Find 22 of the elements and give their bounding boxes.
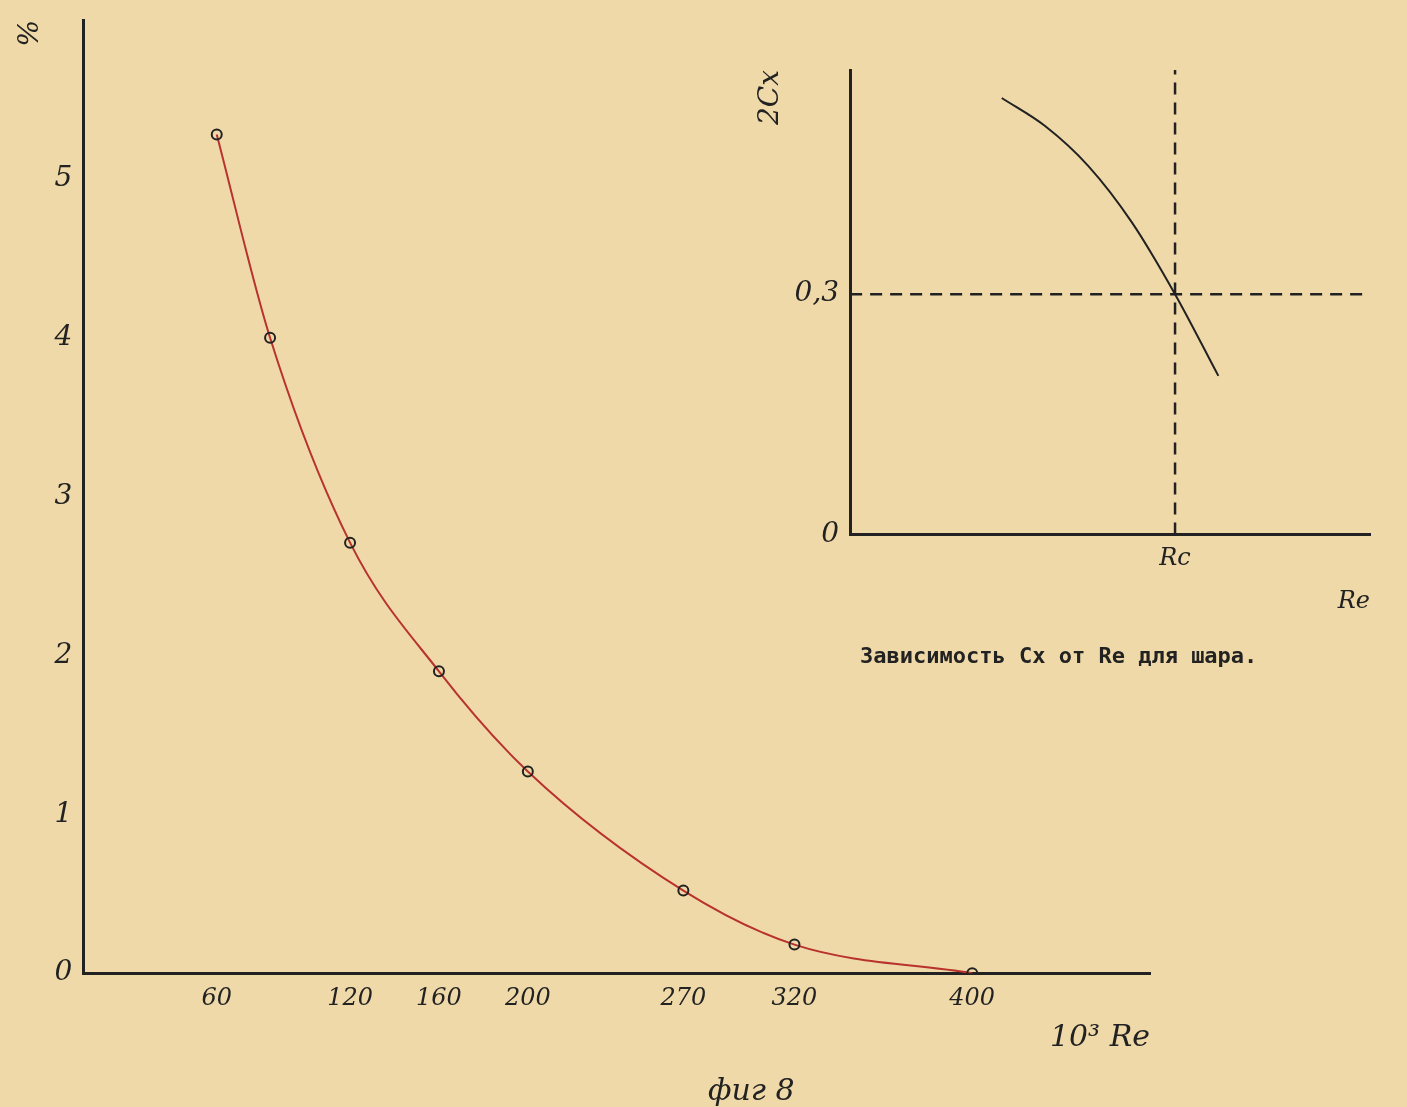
x-axis-title: Re xyxy=(1336,585,1370,614)
x-tick-label: 200 xyxy=(503,982,551,1011)
y-tick-label: 0 xyxy=(821,515,840,549)
x-tick-label: 400 xyxy=(948,982,996,1011)
y-axis-title: % xyxy=(12,20,46,47)
text: фиг 8 xyxy=(708,1072,795,1107)
y-tick-label: 2 xyxy=(53,636,73,670)
y-axis-title: 2Cx xyxy=(752,69,786,127)
x-axis-title: 10³ Re xyxy=(1049,1017,1150,1053)
x-tick-label: 160 xyxy=(416,982,462,1011)
x-tick-label: 120 xyxy=(327,982,373,1011)
y-tick-label: 4 xyxy=(53,319,73,353)
x-tick-label: 270 xyxy=(659,982,707,1011)
x-tick-label: 320 xyxy=(771,982,818,1011)
x-tick-label: Rc xyxy=(1158,543,1191,572)
y-tick-label: 3 xyxy=(54,477,73,511)
y-tick-label: 0 xyxy=(54,954,73,988)
y-tick-label: 5 xyxy=(54,160,73,194)
y-tick-label: 1 xyxy=(54,795,73,829)
x-tick-label: 60 xyxy=(201,982,233,1011)
y-tick-label: 0,3 xyxy=(794,275,840,309)
annotation: Зависимость Cx от Re для шара. xyxy=(860,642,1259,670)
